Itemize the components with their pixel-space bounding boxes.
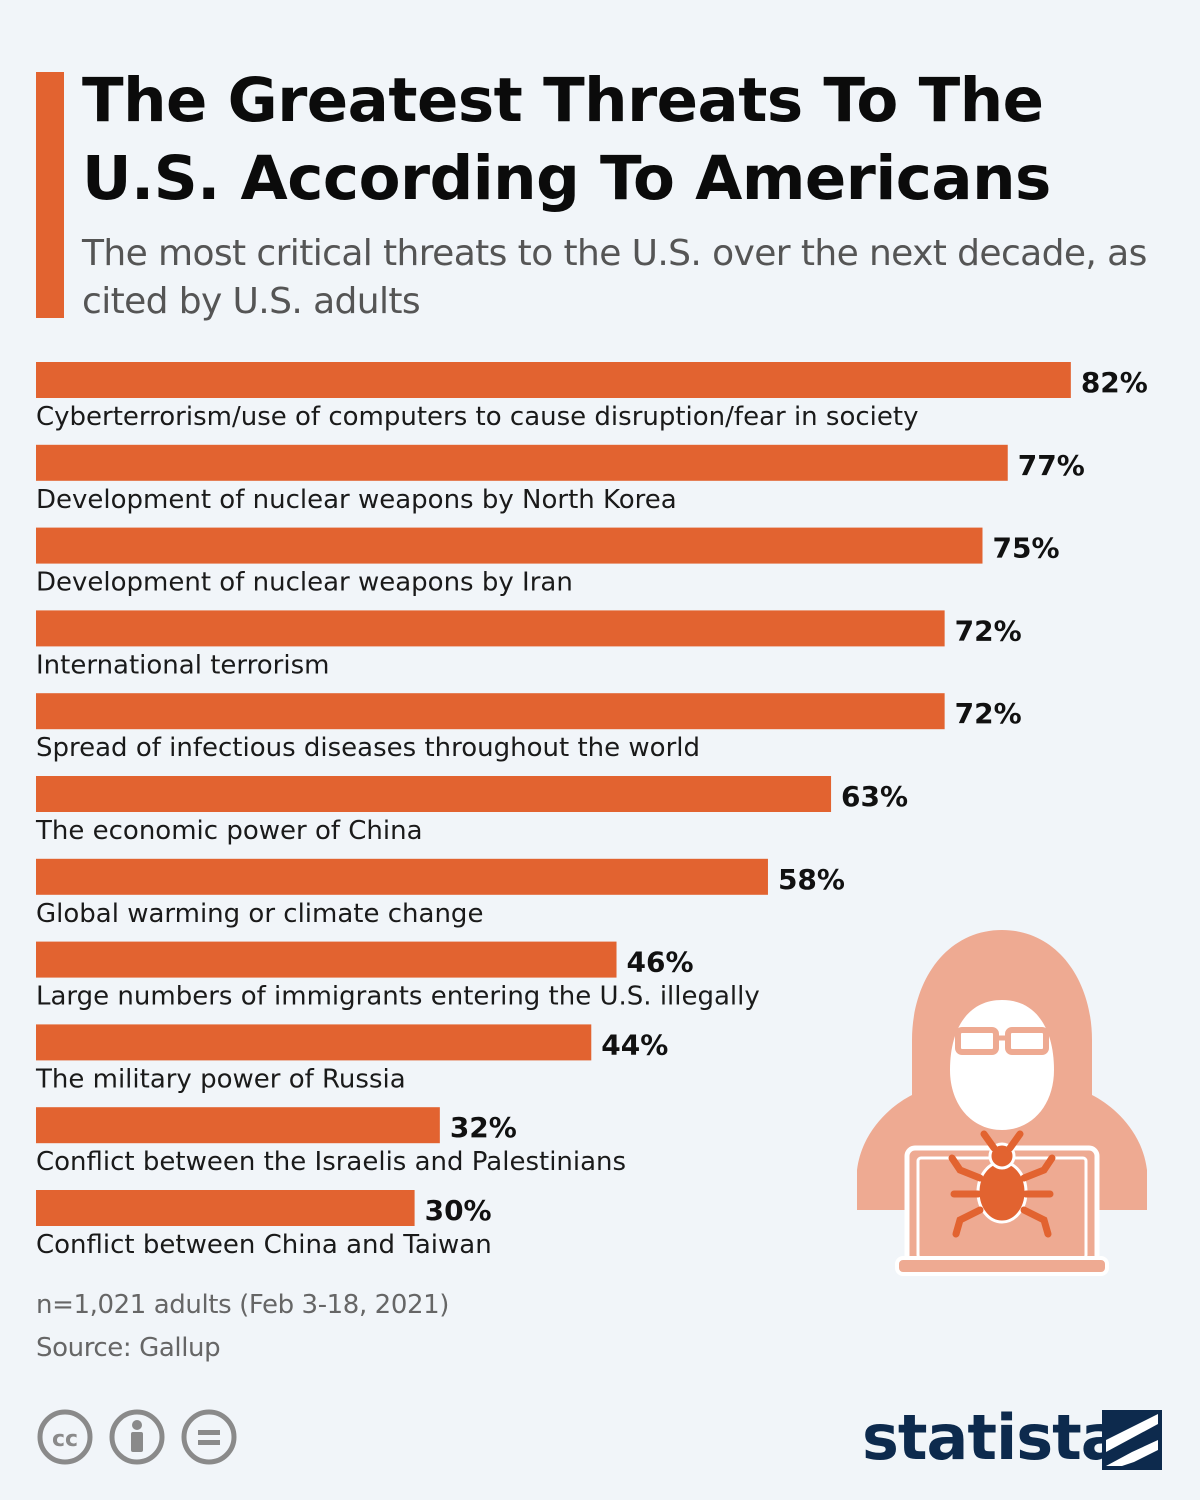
- chart-title: The Greatest Threats To The U.S. Accordi…: [82, 65, 1051, 214]
- bar-value-label: 63%: [841, 780, 908, 813]
- bar-category-label: Development of nuclear weapons by North …: [36, 485, 677, 515]
- bar-category-label: The economic power of China: [35, 816, 423, 846]
- bar: [36, 858, 768, 895]
- bar: [36, 941, 617, 978]
- chart-subtitle: The most critical threats to the U.S. ov…: [82, 233, 1147, 322]
- bar-value-label: 46%: [627, 946, 694, 979]
- bar-category-label: Conflict between the Israelis and Palest…: [36, 1147, 626, 1177]
- bar: [36, 444, 1008, 481]
- attribution-icon[interactable]: [108, 1408, 166, 1466]
- bar: [36, 362, 1071, 398]
- hacker-icon: [857, 930, 1147, 1276]
- source-note: Source: Gallup: [36, 1333, 221, 1363]
- bar-category-label: Spread of infectious diseases throughout…: [36, 733, 700, 763]
- bar-value-label: 32%: [450, 1111, 517, 1144]
- bar-category-label: Development of nuclear weapons by Iran: [36, 568, 573, 598]
- bar-category-label: Global warming or climate change: [36, 899, 483, 929]
- cc-icon[interactable]: cc: [36, 1408, 94, 1466]
- brand-name: statista: [862, 1401, 1123, 1474]
- bar-value-label: 72%: [955, 614, 1022, 647]
- bar-category-label: The military power of Russia: [35, 1064, 406, 1094]
- bar-category-label: Cyberterrorism/use of computers to cause…: [36, 402, 918, 432]
- bar-category-label: Conflict between China and Taiwan: [36, 1230, 492, 1260]
- bar-chart: 82% Cyberterrorism/use of computers to ca…: [35, 362, 1148, 1260]
- bar-value-label: 58%: [778, 863, 845, 896]
- statista-logo-icon: [1102, 1410, 1162, 1470]
- bar-value-label: 72%: [955, 697, 1022, 730]
- bar: [36, 1190, 415, 1226]
- bar-value-label: 82%: [1081, 366, 1148, 399]
- bar-value-label: 75%: [993, 532, 1060, 565]
- no-derivatives-icon[interactable]: [180, 1408, 238, 1466]
- bar: [36, 776, 832, 812]
- bar-value-label: 77%: [1018, 449, 1085, 482]
- title-accent-bar: [36, 72, 64, 318]
- bar-value-label: 30%: [425, 1194, 492, 1227]
- bar: [36, 1024, 592, 1061]
- bar: [36, 527, 983, 564]
- svg-text:cc: cc: [52, 1427, 78, 1452]
- bar-category-label: Large numbers of immigrants entering the…: [36, 982, 760, 1012]
- bar-category-label: International terrorism: [36, 650, 329, 680]
- bar: [36, 693, 945, 730]
- bar-value-label: 44%: [601, 1028, 668, 1061]
- bar: [36, 1107, 440, 1144]
- sample-note: n=1,021 adults (Feb 3-18, 2021): [36, 1290, 449, 1320]
- bar: [36, 610, 945, 647]
